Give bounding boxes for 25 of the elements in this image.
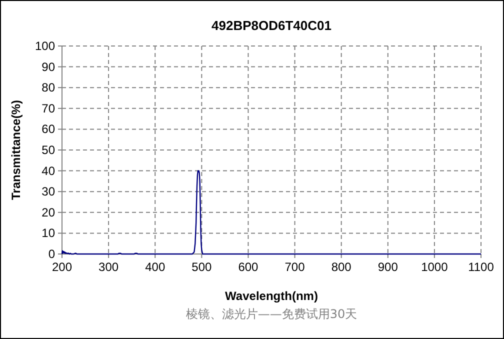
y-tick-label: 0 <box>48 247 56 261</box>
y-axis-title: Transmittance(%) <box>9 100 23 200</box>
x-axis-title: Wavelength(nm) <box>225 289 318 303</box>
y-tick-label: 90 <box>42 60 56 74</box>
y-tick-label: 60 <box>42 122 56 136</box>
y-tick-label: 20 <box>42 205 56 220</box>
y-tick-label: 50 <box>42 143 56 157</box>
y-tick-label: 70 <box>42 101 56 116</box>
text: 棱镜、滤光片——免费试用30天 <box>186 307 358 321</box>
y-tick-label: 100 <box>34 39 56 53</box>
x-tick-label: 300 <box>98 260 119 274</box>
chart-title: 492BP8OD6T40C01 <box>212 18 332 33</box>
y-tick-label: 10 <box>42 226 56 240</box>
x-tick-label: 600 <box>238 260 259 274</box>
y-tick-label: 80 <box>42 80 56 95</box>
x-tick-label: 700 <box>284 260 306 274</box>
x-tick-label: 500 <box>192 260 212 274</box>
x-tick-label: 800 <box>331 260 352 274</box>
x-tick-label: 1000 <box>421 260 448 274</box>
x-tick-label: 1100 <box>468 260 494 274</box>
x-tick-label: 400 <box>145 260 166 274</box>
y-tick-label: 30 <box>42 184 56 199</box>
x-tick-label: 200 <box>52 260 72 274</box>
y-tick-label: 40 <box>42 164 56 178</box>
x-tick-label: 900 <box>378 260 398 274</box>
